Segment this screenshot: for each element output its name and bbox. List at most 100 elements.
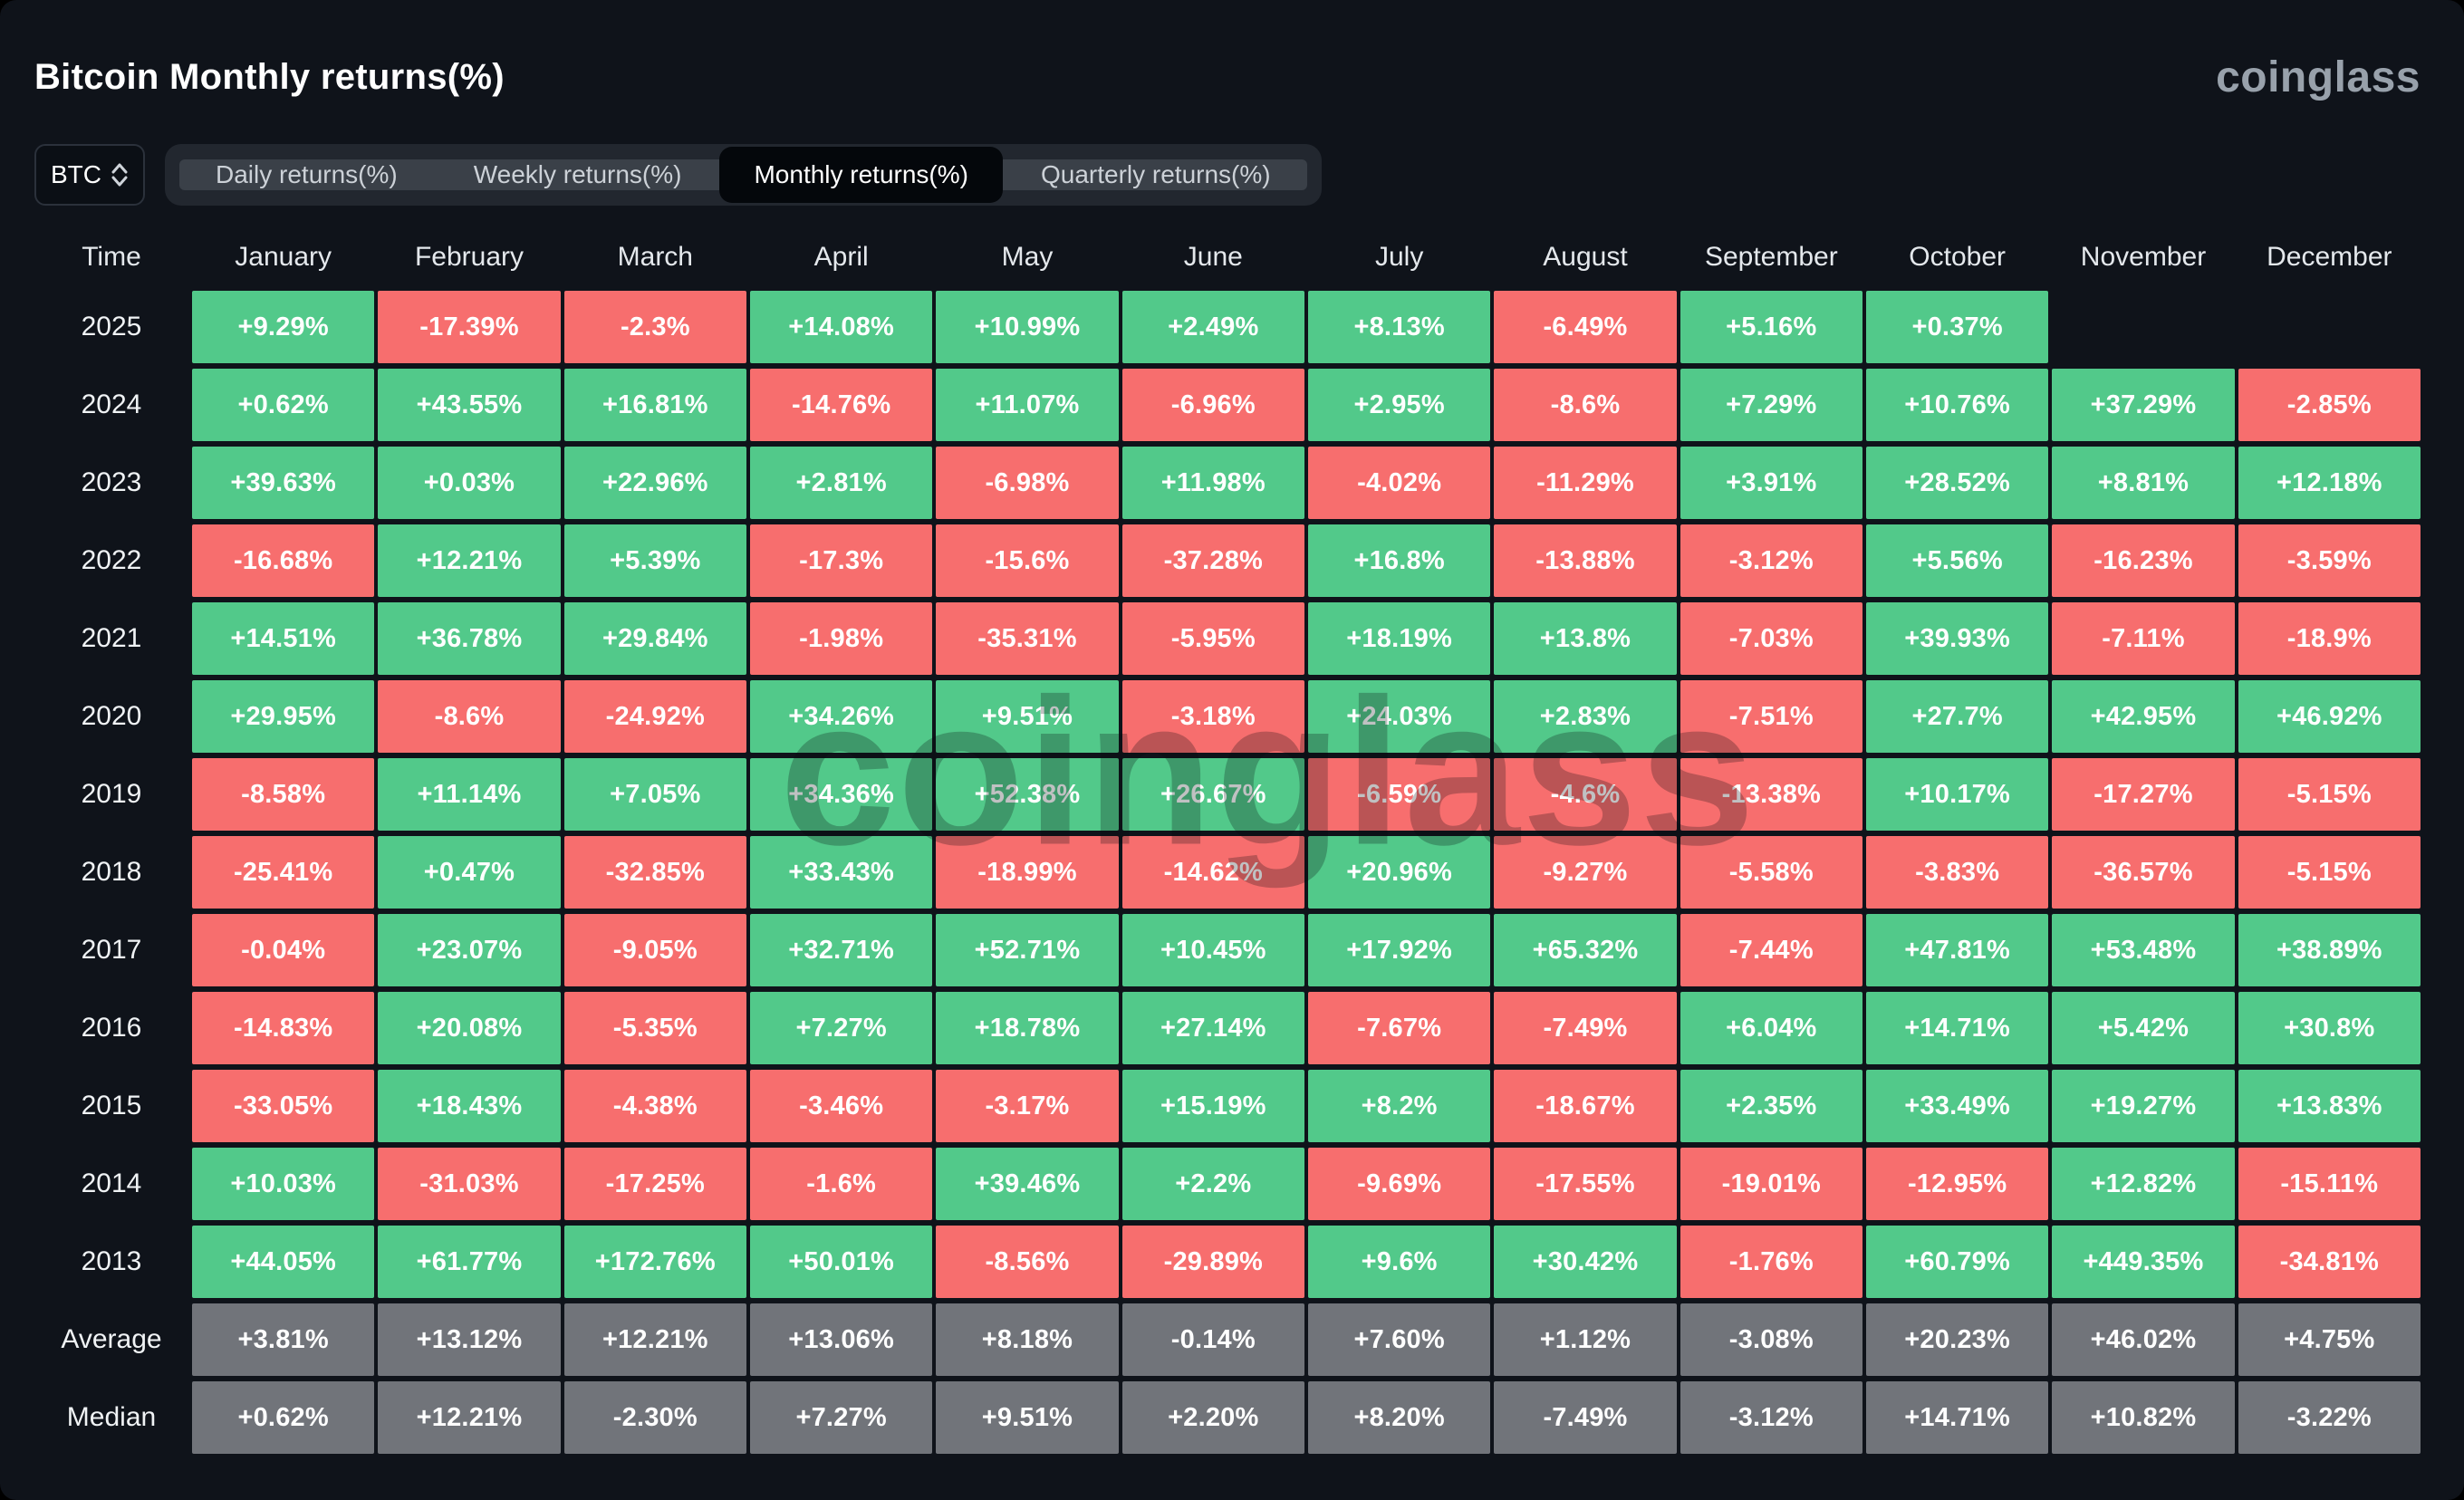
return-cell: +11.98%: [1121, 447, 1304, 519]
return-cell: -3.12%: [1680, 1381, 1862, 1454]
return-cell: +3.81%: [192, 1303, 375, 1376]
return-cell: +37.29%: [2052, 369, 2235, 441]
return-cell: +29.84%: [563, 602, 746, 675]
return-cell: -0.04%: [192, 914, 375, 986]
return-cell: +10.03%: [192, 1148, 375, 1220]
return-cell: -7.67%: [1307, 992, 1491, 1064]
return-cell: +4.75%: [2238, 1303, 2421, 1376]
return-cell: +8.2%: [1307, 1070, 1491, 1142]
return-cell: +3.91%: [1680, 447, 1862, 519]
return-cell: -3.46%: [749, 1070, 933, 1142]
return-cell: -16.23%: [2052, 524, 2235, 597]
return-cell: -35.31%: [936, 602, 1119, 675]
column-header-month: November: [2080, 242, 2207, 272]
return-cell: -19.01%: [1680, 1148, 1862, 1220]
symbol-select[interactable]: BTC: [34, 144, 145, 206]
column-header-month: July: [1374, 242, 1424, 272]
return-cell: -7.49%: [1494, 1381, 1677, 1454]
return-cell: -2.3%: [563, 291, 746, 363]
return-cell: +7.27%: [749, 1381, 933, 1454]
return-cell: -24.92%: [563, 680, 746, 753]
return-cell: +61.77%: [378, 1226, 561, 1298]
return-cell: -1.76%: [1680, 1226, 1862, 1298]
returns-tabs: Daily returns(%) Weekly returns(%) Monthly…: [165, 144, 1322, 206]
return-cell: -17.25%: [563, 1148, 746, 1220]
row-label: 2015: [81, 1091, 142, 1120]
return-cell: -15.11%: [2238, 1148, 2421, 1220]
tab-quarterly-returns[interactable]: Quarterly returns(%): [1003, 144, 1309, 206]
return-cell: +2.49%: [1121, 291, 1304, 363]
return-cell: -6.96%: [1121, 369, 1304, 441]
row-label: Average: [61, 1324, 162, 1354]
return-cell: -12.95%: [1865, 1148, 2049, 1220]
return-cell: +39.46%: [936, 1148, 1119, 1220]
return-cell: +9.6%: [1307, 1226, 1491, 1298]
row-label: 2018: [81, 857, 142, 887]
return-cell: +9.51%: [936, 1381, 1119, 1454]
tab-monthly-returns[interactable]: Monthly returns(%): [719, 147, 1003, 203]
column-header-month: February: [414, 242, 525, 272]
return-cell: +39.93%: [1865, 602, 2049, 675]
row-label: 2013: [81, 1246, 142, 1276]
return-cell: -31.03%: [378, 1148, 561, 1220]
tab-daily-returns[interactable]: Daily returns(%): [178, 144, 436, 206]
return-cell: -13.38%: [1680, 758, 1862, 831]
return-cell: -3.12%: [1680, 524, 1862, 597]
return-cell: -5.35%: [563, 992, 746, 1064]
return-cell: +5.56%: [1865, 524, 2049, 597]
return-cell: +22.96%: [563, 447, 746, 519]
return-cell: -5.15%: [2238, 758, 2421, 831]
coinglass-logo: coinglass: [2216, 53, 2421, 101]
return-cell: +47.81%: [1865, 914, 2049, 986]
return-cell: +14.71%: [1865, 992, 2049, 1064]
return-cell: +12.21%: [563, 1303, 746, 1376]
return-cell: -29.89%: [1121, 1226, 1304, 1298]
return-cell: -3.08%: [1680, 1303, 1862, 1376]
return-cell: +39.63%: [192, 447, 375, 519]
return-cell: +50.01%: [749, 1226, 933, 1298]
return-cell: +24.03%: [1307, 680, 1491, 753]
column-header-month: March: [617, 242, 693, 272]
return-cell: +2.83%: [1494, 680, 1677, 753]
return-cell: +0.62%: [192, 1381, 375, 1454]
return-cell: -9.69%: [1307, 1148, 1491, 1220]
column-header-month: December: [2267, 242, 2392, 272]
return-cell: -6.98%: [936, 447, 1119, 519]
return-cell: +27.7%: [1865, 680, 2049, 753]
return-cell: -8.56%: [936, 1226, 1119, 1298]
column-header-month: September: [1704, 242, 1838, 272]
return-cell: +52.38%: [936, 758, 1119, 831]
column-header-month: April: [813, 242, 869, 272]
return-cell: +5.16%: [1680, 291, 1862, 363]
return-cell: -37.28%: [1121, 524, 1304, 597]
return-cell: +38.89%: [2238, 914, 2421, 986]
return-cell: +7.29%: [1680, 369, 1862, 441]
return-cell: -7.51%: [1680, 680, 1862, 753]
column-header-month: October: [1909, 242, 2007, 272]
return-cell: +27.14%: [1121, 992, 1304, 1064]
row-label: 2022: [81, 545, 142, 575]
return-cell: +172.76%: [563, 1226, 746, 1298]
return-cell: +29.95%: [192, 680, 375, 753]
return-cell: +8.18%: [936, 1303, 1119, 1376]
row-label: 2021: [81, 623, 142, 653]
return-cell: +8.13%: [1307, 291, 1491, 363]
return-cell: +5.39%: [563, 524, 746, 597]
return-cell: -17.39%: [378, 291, 561, 363]
return-cell: -6.49%: [1494, 291, 1677, 363]
return-cell: +0.62%: [192, 369, 375, 441]
return-cell: +7.27%: [749, 992, 933, 1064]
return-cell: -18.67%: [1494, 1070, 1677, 1142]
return-cell: +12.18%: [2238, 447, 2421, 519]
return-cell: +449.35%: [2052, 1226, 2235, 1298]
return-cell: +13.12%: [378, 1303, 561, 1376]
return-cell: -14.83%: [192, 992, 375, 1064]
return-cell: +13.83%: [2238, 1070, 2421, 1142]
return-cell: +18.43%: [378, 1070, 561, 1142]
return-cell: [2052, 291, 2234, 363]
tab-weekly-returns[interactable]: Weekly returns(%): [436, 144, 720, 206]
return-cell: -36.57%: [2052, 836, 2235, 909]
return-cell: +34.26%: [749, 680, 933, 753]
return-cell: -8.58%: [192, 758, 375, 831]
